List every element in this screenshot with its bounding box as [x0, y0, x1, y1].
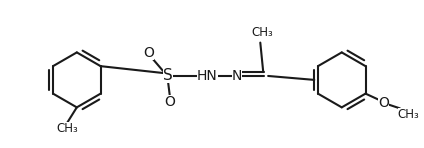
Text: HN: HN: [197, 69, 218, 83]
Text: CH₃: CH₃: [398, 108, 420, 121]
Text: N: N: [232, 69, 242, 83]
Text: O: O: [165, 95, 176, 110]
Text: O: O: [143, 46, 154, 60]
Text: CH₃: CH₃: [56, 122, 78, 135]
Text: CH₃: CH₃: [251, 26, 273, 39]
Text: O: O: [378, 96, 389, 110]
Text: S: S: [163, 69, 173, 83]
